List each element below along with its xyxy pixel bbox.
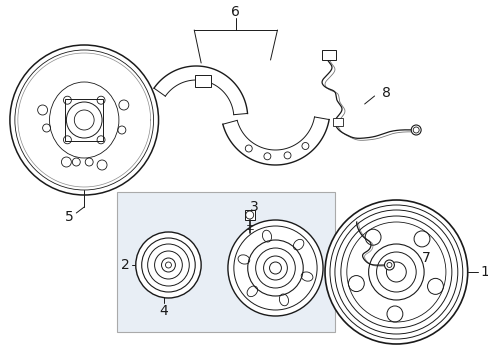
Bar xyxy=(65,99,103,141)
FancyBboxPatch shape xyxy=(322,50,335,60)
Text: 8: 8 xyxy=(381,86,390,100)
Circle shape xyxy=(384,260,394,270)
Circle shape xyxy=(325,200,467,344)
Text: 5: 5 xyxy=(65,210,74,224)
FancyBboxPatch shape xyxy=(244,210,254,220)
Text: 6: 6 xyxy=(231,5,240,19)
Text: 1: 1 xyxy=(479,265,488,279)
Circle shape xyxy=(410,125,420,135)
Circle shape xyxy=(227,220,323,316)
Circle shape xyxy=(136,232,201,298)
Circle shape xyxy=(386,262,406,282)
Circle shape xyxy=(10,45,158,195)
Text: 7: 7 xyxy=(421,251,429,265)
Circle shape xyxy=(269,262,281,274)
Text: 3: 3 xyxy=(250,200,259,214)
Text: 4: 4 xyxy=(159,304,167,318)
FancyBboxPatch shape xyxy=(117,192,334,332)
Circle shape xyxy=(161,258,175,272)
FancyBboxPatch shape xyxy=(194,75,210,86)
Text: 2: 2 xyxy=(121,258,130,272)
FancyBboxPatch shape xyxy=(332,118,342,126)
